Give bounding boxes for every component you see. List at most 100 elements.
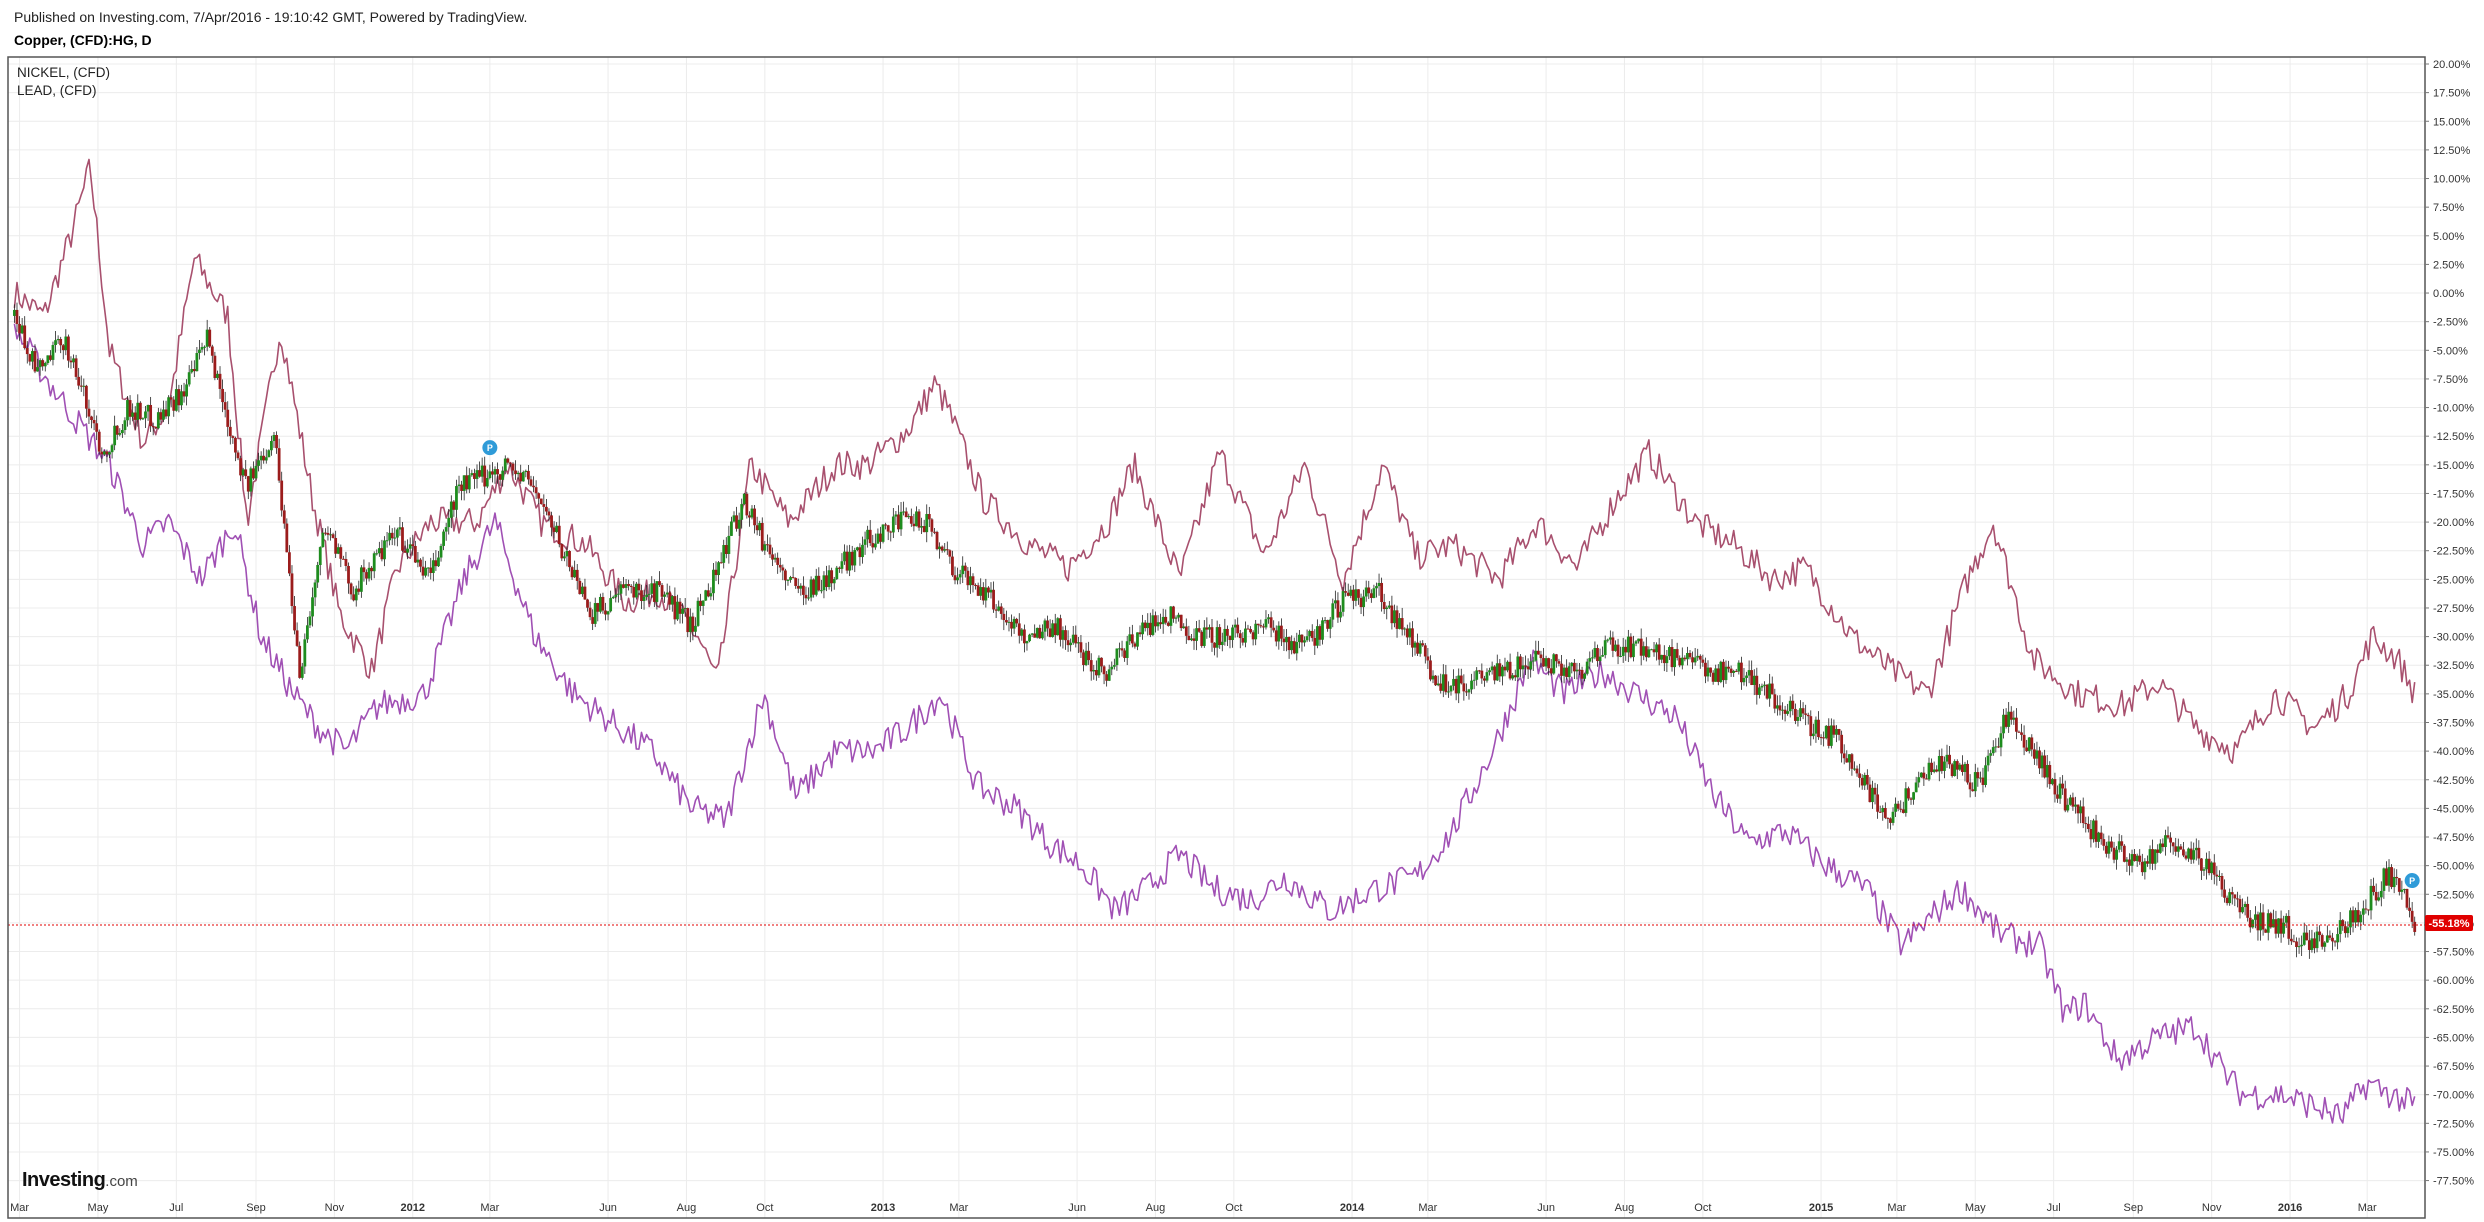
candle-body (228, 426, 232, 437)
candle-body (1593, 648, 1597, 658)
candle-body (1819, 737, 1823, 739)
candle-body (1233, 624, 1237, 628)
candle-body (205, 329, 209, 347)
candle-body (1344, 591, 1348, 593)
candle-body (753, 508, 756, 526)
candle-body (1483, 678, 1486, 681)
candle-body (801, 585, 805, 595)
candle-body (670, 596, 674, 605)
candle-body (781, 567, 785, 571)
x-tick-label: Mar (1418, 1202, 1437, 1214)
candle-body (1249, 628, 1252, 633)
candle-body (300, 666, 304, 678)
candle-body (1901, 809, 1905, 813)
candle-body (1683, 657, 1687, 660)
candle-body (1665, 656, 1669, 664)
candle-body (2017, 731, 2021, 733)
candle-body (814, 575, 818, 595)
candle-body (1449, 685, 1453, 692)
candle-body (470, 473, 474, 476)
candle-body (899, 511, 903, 530)
event-marker[interactable]: P (482, 440, 498, 456)
candle-body (1367, 587, 1371, 594)
x-tick-label: Nov (2202, 1202, 2222, 1214)
candle-body (2269, 913, 2273, 928)
candle-body (976, 585, 980, 596)
candle-body (655, 581, 659, 602)
candle-body (1935, 769, 1939, 772)
candle-body (1652, 649, 1656, 653)
candle-body (1624, 646, 1628, 653)
candle-body (673, 596, 677, 620)
candle-body (1400, 618, 1404, 630)
event-marker[interactable]: P (2404, 873, 2420, 889)
legend: NICKEL, (CFD) LEAD, (CFD) (17, 65, 110, 98)
candle-body (1274, 630, 1278, 642)
candle-body (1228, 635, 1232, 641)
candle-body (1549, 668, 1553, 674)
candle-body (1629, 636, 1633, 658)
candle-body (1148, 622, 1152, 635)
candle-body (1919, 772, 1923, 778)
last-value-badge-bg (2425, 915, 2473, 931)
candle-body (403, 550, 407, 553)
event-marker-badge[interactable] (2404, 873, 2420, 889)
candle-body (624, 584, 628, 588)
candle-body (2387, 867, 2391, 886)
candle-body (1035, 627, 1039, 638)
candle-body (503, 458, 507, 471)
candle-body (2030, 737, 2034, 750)
candle-body (763, 544, 767, 551)
candle-body (236, 452, 240, 459)
candle-body (383, 540, 386, 560)
candle-body (832, 579, 836, 584)
candle-body (216, 373, 219, 379)
x-tick-label: Jul (2047, 1202, 2061, 1214)
candle-body (1033, 633, 1037, 638)
candle-body (552, 527, 556, 532)
y-tick-label: 12.50% (2433, 145, 2471, 157)
candle-body (334, 537, 338, 554)
candle-body (1372, 588, 1376, 598)
candle-body (2305, 932, 2309, 941)
candle-body (2359, 914, 2363, 923)
event-marker-badge[interactable] (482, 440, 498, 456)
candle-body (126, 400, 129, 421)
candle-body (768, 544, 772, 555)
candle-body (1416, 642, 1419, 654)
candle-body (1423, 645, 1427, 657)
candle-body (1907, 788, 1910, 799)
candle-body (1305, 636, 1309, 641)
candle-body (516, 472, 520, 475)
candle-body (650, 583, 654, 594)
candle-body (714, 569, 718, 576)
x-axis[interactable]: Mar May Jul Sep Nov 2012 Mar Jun Aug Oct 2013 Mar Ju… (10, 1202, 2377, 1214)
y-axis[interactable]: 20.00% 17.50% 15.00% 12.50% 10.00% 7.50% 5.00%… (2425, 59, 2474, 1188)
y-tick-label: -75.00% (2433, 1147, 2474, 1159)
candle-body (676, 601, 679, 620)
candle-body (54, 340, 57, 346)
candle-body (2089, 828, 2093, 840)
candle-body (1904, 788, 1908, 813)
candle-body (1948, 754, 1951, 765)
candle-body (2361, 908, 2365, 915)
candle-body (1529, 661, 1533, 670)
candle-body (1429, 660, 1432, 680)
candle-body (295, 630, 299, 646)
candle-body (2043, 755, 2047, 778)
candle-body (2279, 918, 2283, 934)
candle-body (223, 402, 227, 410)
candle-body (2063, 788, 2067, 811)
candle-body (1074, 634, 1078, 644)
candle-body (706, 590, 710, 597)
candle-body (1516, 656, 1520, 678)
candle-body (2297, 946, 2301, 948)
candle-body (72, 358, 75, 363)
candle-body (1647, 649, 1651, 658)
candle-body (102, 451, 106, 455)
y-tick-label: -67.50% (2433, 1061, 2474, 1073)
candle-body (413, 545, 417, 563)
candle-body (717, 562, 720, 576)
candle-body (1547, 658, 1551, 669)
